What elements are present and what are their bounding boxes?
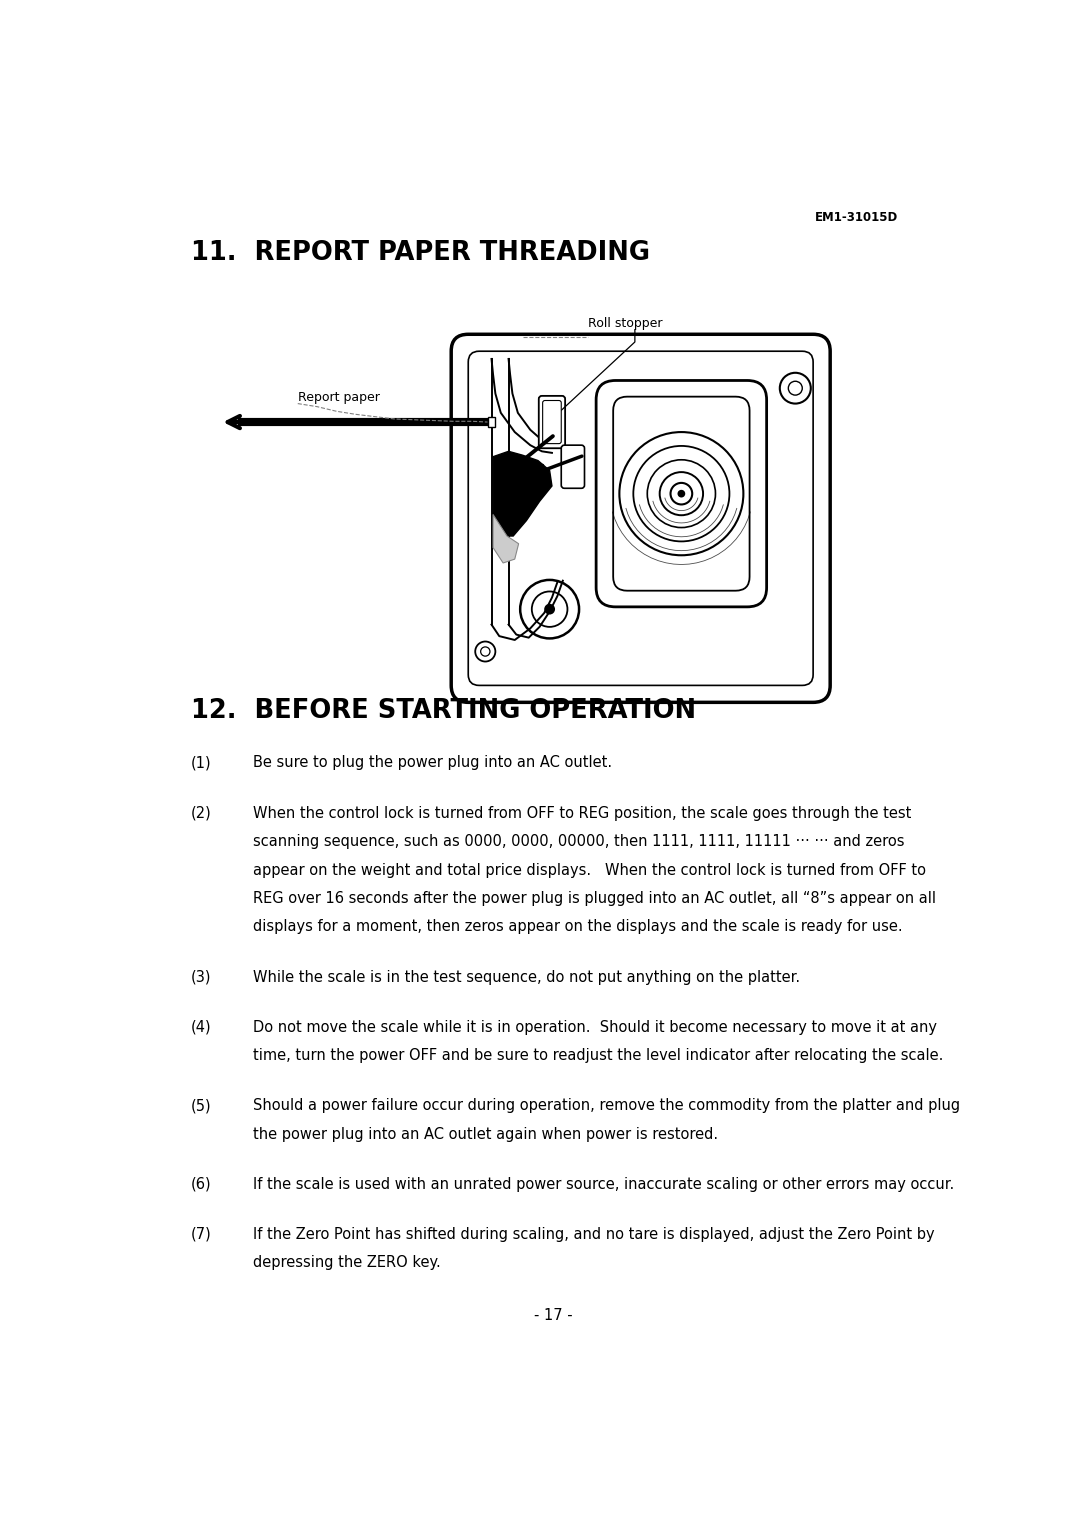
- Text: 12.  BEFORE STARTING OPERATION: 12. BEFORE STARTING OPERATION: [191, 698, 696, 724]
- Bar: [488, 417, 496, 426]
- Text: Do not move the scale while it is in operation.  Should it become necessary to m: Do not move the scale while it is in ope…: [253, 1019, 936, 1034]
- Text: depressing the ZERO key.: depressing the ZERO key.: [253, 1254, 441, 1270]
- Text: appear on the weight and total price displays.   When the control lock is turned: appear on the weight and total price dis…: [253, 862, 926, 877]
- Text: Be sure to plug the power plug into an AC outlet.: Be sure to plug the power plug into an A…: [253, 755, 612, 770]
- Text: Should a power failure occur during operation, remove the commodity from the pla: Should a power failure occur during oper…: [253, 1099, 960, 1112]
- Circle shape: [677, 490, 685, 498]
- Text: Roll stopper: Roll stopper: [589, 316, 663, 330]
- Text: (3): (3): [191, 970, 212, 984]
- Polygon shape: [494, 451, 552, 536]
- Text: EM1-31015D: EM1-31015D: [815, 211, 899, 225]
- FancyBboxPatch shape: [539, 396, 565, 448]
- Text: - 17 -: - 17 -: [535, 1308, 572, 1323]
- Text: Report paper: Report paper: [298, 391, 380, 403]
- Text: time, turn the power OFF and be sure to readjust the level indicator after reloc: time, turn the power OFF and be sure to …: [253, 1048, 943, 1063]
- Text: While the scale is in the test sequence, do not put anything on the platter.: While the scale is in the test sequence,…: [253, 970, 800, 984]
- Text: displays for a moment, then zeros appear on the displays and the scale is ready : displays for a moment, then zeros appear…: [253, 920, 903, 935]
- Text: (1): (1): [191, 755, 212, 770]
- Polygon shape: [494, 515, 518, 562]
- FancyBboxPatch shape: [451, 335, 831, 703]
- Text: scanning sequence, such as 0000, 0000, 00000, then 1111, 1111, 11111 ··· ··· and: scanning sequence, such as 0000, 0000, 0…: [253, 834, 904, 850]
- Text: (4): (4): [191, 1019, 212, 1034]
- FancyBboxPatch shape: [562, 445, 584, 489]
- Text: (5): (5): [191, 1099, 212, 1112]
- Text: If the Zero Point has shifted during scaling, and no tare is displayed, adjust t: If the Zero Point has shifted during sca…: [253, 1227, 934, 1242]
- Text: 11.  REPORT PAPER THREADING: 11. REPORT PAPER THREADING: [191, 240, 650, 266]
- Text: REG over 16 seconds after the power plug is plugged into an AC outlet, all “8”s : REG over 16 seconds after the power plug…: [253, 891, 935, 906]
- FancyBboxPatch shape: [542, 400, 562, 443]
- FancyBboxPatch shape: [596, 380, 767, 607]
- Text: (7): (7): [191, 1227, 212, 1242]
- Text: When the control lock is turned from OFF to REG position, the scale goes through: When the control lock is turned from OFF…: [253, 805, 912, 821]
- FancyBboxPatch shape: [469, 351, 813, 686]
- Text: (6): (6): [191, 1177, 212, 1192]
- Text: (2): (2): [191, 805, 212, 821]
- Circle shape: [544, 604, 555, 614]
- FancyBboxPatch shape: [613, 397, 750, 591]
- Text: If the scale is used with an unrated power source, inaccurate scaling or other e: If the scale is used with an unrated pow…: [253, 1177, 954, 1192]
- Text: the power plug into an AC outlet again when power is restored.: the power plug into an AC outlet again w…: [253, 1126, 718, 1141]
